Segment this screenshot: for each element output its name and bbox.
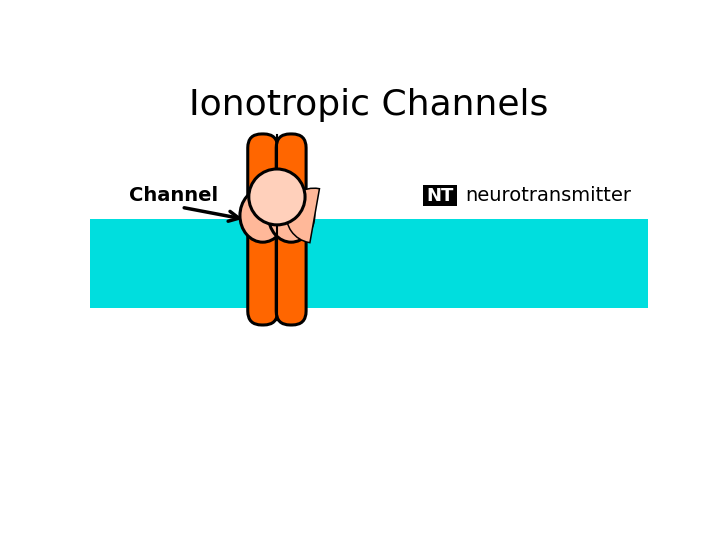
FancyBboxPatch shape xyxy=(248,134,278,325)
FancyBboxPatch shape xyxy=(276,134,306,325)
Text: Channel: Channel xyxy=(129,186,218,205)
Wedge shape xyxy=(287,189,318,242)
Ellipse shape xyxy=(269,189,314,242)
Ellipse shape xyxy=(240,189,285,242)
Bar xyxy=(423,185,457,206)
Bar xyxy=(90,219,648,308)
Text: NT: NT xyxy=(427,187,454,205)
Wedge shape xyxy=(287,189,318,242)
Circle shape xyxy=(249,169,305,225)
Text: neurotransmitter: neurotransmitter xyxy=(465,186,631,205)
Text: Ionotropic Channels: Ionotropic Channels xyxy=(189,88,549,122)
